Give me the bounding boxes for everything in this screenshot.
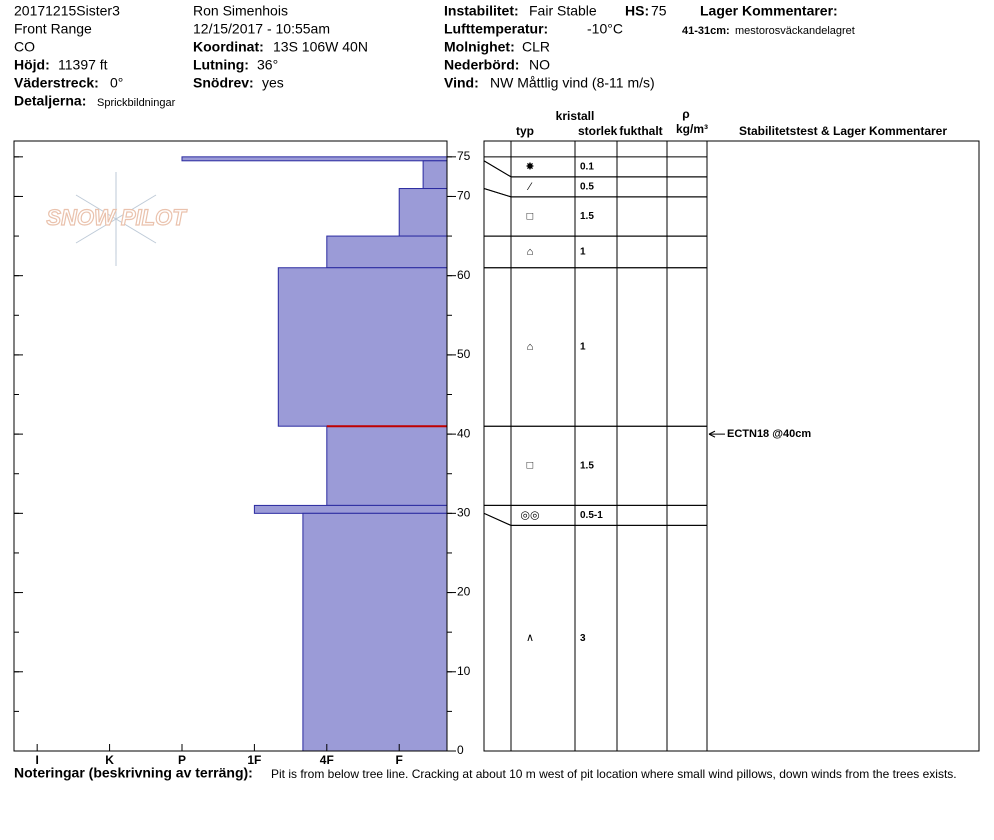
column-header: typ [516, 124, 534, 138]
notes-label: Noteringar (beskrivning av terräng): [14, 765, 253, 781]
value: NW Måttlig vind (8-11 m/s) [490, 75, 655, 91]
hardness-bar [253, 504, 448, 514]
datetime: 12/15/2017 - 10:55am [193, 21, 330, 37]
hardness-bar [302, 512, 448, 752]
test-arrowhead [708, 430, 716, 438]
column-header: ρ [682, 107, 689, 121]
table-frame [483, 140, 980, 752]
label: Detaljerna: [14, 93, 86, 109]
x-tick-label: K [105, 753, 114, 767]
value: NO [529, 57, 550, 73]
x-tick-label: 4F [320, 753, 334, 767]
state: CO [14, 39, 35, 55]
connector [483, 188, 512, 198]
connector [483, 160, 512, 178]
x-tick-label: I [35, 753, 38, 767]
grain-type: ✸ [525, 161, 534, 173]
value: Sprickbildningar [97, 97, 176, 109]
value: 36° [257, 57, 278, 73]
label: Snödrev: [193, 75, 254, 91]
logo-text: SNOW PILOT [46, 205, 187, 230]
grain-size: 0.1 [580, 161, 594, 172]
column-header: storlek [578, 124, 618, 138]
grain-size: 3 [580, 633, 586, 644]
y-tick-label: 70 [457, 189, 471, 203]
grain-size: 1.5 [580, 211, 594, 222]
comment: mestorosväckandelagret [735, 25, 855, 37]
label: Väderstreck: [14, 75, 99, 91]
y-tick-label: 75 [457, 149, 471, 163]
label: Lutning: [193, 57, 249, 73]
y-tick-label: 30 [457, 506, 471, 520]
connector [483, 512, 512, 526]
label: Vind: [444, 75, 479, 91]
y-tick-label: 50 [457, 347, 471, 361]
y-tick-label: 10 [457, 664, 471, 678]
grain-type: ⌂ [527, 341, 534, 353]
range: Front Range [14, 21, 92, 37]
label: Molnighet: [444, 39, 515, 55]
label: Instabilitet: [444, 3, 519, 19]
label: Koordinat: [193, 39, 264, 55]
hardness-bar [422, 160, 448, 190]
x-tick-label: P [178, 753, 186, 767]
label: Lager Kommentarer: [700, 3, 838, 19]
value: 0° [110, 75, 123, 91]
profile-frame [13, 140, 448, 752]
grain-size: 1 [580, 342, 586, 353]
snowflake [75, 172, 157, 266]
grain-size: 0.5-1 [580, 510, 603, 521]
column-header: fukthalt [619, 124, 662, 138]
hardness-bar [398, 188, 448, 237]
y-tick-label: 0 [457, 743, 464, 757]
value: CLR [522, 39, 550, 55]
grain-size: 1 [580, 247, 586, 258]
hardness-bar [181, 156, 448, 162]
pit: 20171215Sister3 [14, 3, 120, 19]
y-tick-label: 40 [457, 426, 471, 440]
header: 20171215Sister3 Front Range CO Höjd: 113… [14, 3, 855, 109]
label: Höjd: [14, 57, 50, 73]
grain-type: ⁄ [526, 181, 533, 193]
hardness-bar [326, 425, 448, 506]
label: Lufttemperatur: [444, 21, 548, 37]
value: yes [262, 75, 284, 91]
logo: SNOW PILOT [46, 172, 188, 266]
stability-test: ECTN18 @40cm [727, 428, 811, 440]
y-tick-label: 20 [457, 585, 471, 599]
x-tick-label: F [396, 753, 403, 767]
grain-type: ◎◎ [520, 509, 539, 521]
x-tick-label: 1F [247, 753, 261, 767]
value: 75 [651, 3, 667, 19]
grain-type: □ [527, 460, 534, 472]
hardness-bar [277, 267, 448, 427]
column-header: Stabilitetstest & Lager Kommentarer [739, 124, 947, 138]
grain-type: ⌂ [527, 246, 534, 258]
y-tick-label: 60 [457, 268, 471, 282]
column-header: kristall [556, 109, 595, 123]
grain-size: 1.5 [580, 460, 594, 471]
grain-size: 0.5 [580, 181, 594, 192]
value: 11397 ft [58, 57, 108, 73]
value: 13S 106W 40N [273, 39, 368, 55]
value: -10°C [587, 21, 623, 37]
range: 41-31cm: [682, 25, 730, 37]
label: HS: [625, 3, 649, 19]
label: Nederbörd: [444, 57, 519, 73]
grain-type: □ [527, 210, 534, 222]
observer: Ron Simenhois [193, 3, 288, 19]
column-header: kg/m³ [676, 122, 708, 136]
hardness-bar [326, 235, 448, 269]
notes-text: Pit is from below tree line. Cracking at… [271, 767, 957, 781]
grain-type: ∧ [526, 632, 534, 644]
value: Fair Stable [529, 3, 597, 19]
